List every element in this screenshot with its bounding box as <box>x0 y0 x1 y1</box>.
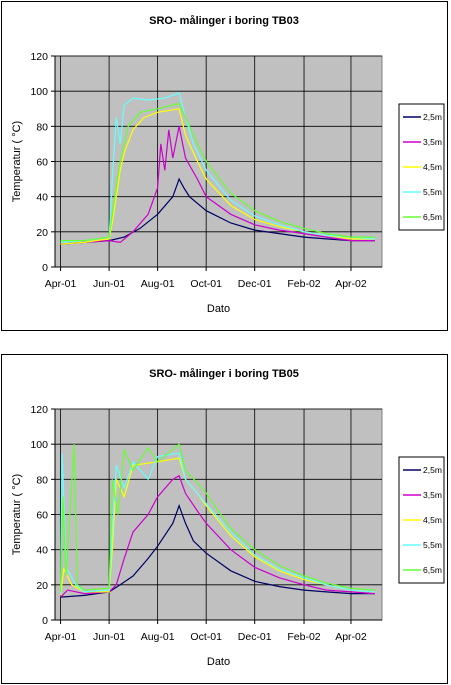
legend-label: 4,5m <box>423 515 442 525</box>
y-tick-label: 120 <box>30 51 48 63</box>
x-tick-label: Apr-02 <box>335 278 367 290</box>
chart-tb03: SRO- målinger i boring TB03 0 20 40 60 80 100 1… <box>11 15 445 315</box>
y-tick-label: 40 <box>36 545 48 557</box>
y-axis-label: Temperatur ( °C) <box>11 121 23 202</box>
chart-title: SRO- målinger i boring TB05 <box>149 368 299 380</box>
y-tick-label: 0 <box>42 262 48 274</box>
chart-title: SRO- målinger i boring TB03 <box>149 15 299 27</box>
y-tick-label: 80 <box>36 474 48 486</box>
y-tick-label: 0 <box>42 615 48 627</box>
y-tick-label: 20 <box>36 227 48 239</box>
y-tick-label: 60 <box>36 157 48 169</box>
x-axis-label: Dato <box>207 303 230 315</box>
legend-label: 5,5m <box>423 540 442 550</box>
y-tick-label: 100 <box>30 439 48 451</box>
y-axis-label: Temperatur ( °C) <box>11 474 23 555</box>
y-tick-label: 80 <box>36 121 48 133</box>
x-tick-label: Jun-01 <box>93 278 125 290</box>
x-tick-label: Aug-01 <box>141 278 175 290</box>
x-tick-label: Dec-01 <box>238 278 272 290</box>
series-line-5-5m <box>60 452 375 594</box>
y-tick-label: 40 <box>36 192 48 204</box>
legend-label: 6,5m <box>423 565 442 575</box>
legend-label: 2,5m <box>423 112 442 122</box>
series-line-3-5m <box>60 474 375 598</box>
legend-label: 5,5m <box>423 187 442 197</box>
x-tick-label: Feb-02 <box>287 278 320 290</box>
x-tick-label: Oct-01 <box>190 631 222 643</box>
chart-panel-tb05: SRO- målinger i boring TB05 0 20 40 60 80 100 1… <box>1 354 448 684</box>
legend-label: 2,5m <box>423 465 442 475</box>
legend-label: 4,5m <box>423 162 442 172</box>
series-line-2-5m <box>60 503 375 598</box>
legend-label: 3,5m <box>423 490 442 500</box>
series-line-6-5m <box>60 443 375 592</box>
series-line-3-5m <box>60 126 375 245</box>
legend-label: 3,5m <box>423 137 442 147</box>
x-tick-label: Jun-01 <box>93 631 125 643</box>
chart-tb05: SRO- målinger i boring TB05 0 20 40 60 80 100 1… <box>11 368 445 668</box>
x-tick-label: Apr-02 <box>335 631 367 643</box>
x-tick-label: Aug-01 <box>141 631 175 643</box>
legend-label: 6,5m <box>423 212 442 222</box>
y-tick-label: 60 <box>36 510 48 522</box>
y-tick-label: 20 <box>36 580 48 592</box>
series-line-2-5m <box>60 177 375 245</box>
x-tick-label: Oct-01 <box>190 278 222 290</box>
x-tick-label: Feb-02 <box>287 631 320 643</box>
y-tick-label: 100 <box>30 86 48 98</box>
x-axis-label: Dato <box>207 656 230 668</box>
y-tick-label: 120 <box>30 404 48 416</box>
x-tick-label: Apr-01 <box>45 631 77 643</box>
chart-panel-tb03: SRO- målinger i boring TB03 0 20 40 60 80 100 1… <box>1 1 448 331</box>
x-tick-label: Apr-01 <box>45 278 77 290</box>
series-line-6-5m <box>60 102 375 242</box>
x-tick-label: Dec-01 <box>238 631 272 643</box>
series-line-5-5m <box>60 92 375 243</box>
